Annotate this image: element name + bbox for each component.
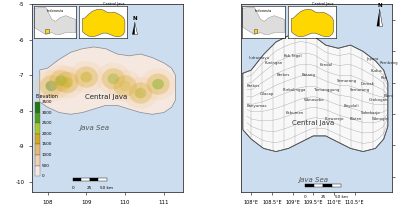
Text: Brebes: Brebes (277, 73, 290, 77)
Text: Kendal: Kendal (320, 63, 333, 67)
Circle shape (108, 70, 142, 102)
Text: Java Sea: Java Sea (79, 126, 109, 131)
Text: Boyolali: Boyolali (344, 105, 359, 109)
Circle shape (40, 75, 63, 97)
Text: Kab.Tegal: Kab.Tegal (284, 54, 303, 58)
Text: 1000: 1000 (42, 153, 52, 157)
Text: Demak: Demak (361, 82, 375, 86)
Bar (35, 166, 40, 176)
Text: Kuningan: Kuningan (265, 61, 283, 65)
Text: Cilacap: Cilacap (260, 92, 274, 96)
Text: Purworejo: Purworejo (325, 117, 344, 121)
Bar (35, 102, 40, 112)
Bar (332, 184, 342, 187)
Text: N: N (132, 16, 137, 21)
Circle shape (55, 72, 78, 93)
Circle shape (119, 81, 131, 91)
Circle shape (50, 70, 73, 91)
Circle shape (50, 67, 84, 98)
Circle shape (34, 70, 69, 102)
Text: 25: 25 (320, 195, 326, 199)
Text: Central Java: Central Java (84, 93, 127, 100)
Text: 0: 0 (42, 174, 44, 178)
Text: Elevation: Elevation (35, 94, 58, 99)
Circle shape (114, 75, 137, 97)
Text: Central Java: Central Java (292, 120, 334, 126)
Bar (35, 134, 40, 144)
Text: Batang: Batang (301, 73, 315, 77)
Polygon shape (40, 47, 176, 114)
Circle shape (108, 74, 119, 84)
Bar (81, 178, 90, 181)
Text: Semarang: Semarang (337, 79, 357, 84)
Text: Purbalingga: Purbalingga (283, 88, 306, 92)
Text: 0: 0 (304, 195, 306, 199)
Polygon shape (132, 22, 135, 34)
Text: Blora: Blora (384, 94, 394, 99)
Text: Semarang: Semarang (350, 88, 370, 92)
Bar (90, 178, 98, 181)
Circle shape (75, 67, 98, 88)
Polygon shape (135, 22, 138, 34)
Bar (35, 123, 40, 134)
Circle shape (102, 68, 125, 90)
Polygon shape (377, 9, 380, 26)
Text: Pati: Pati (381, 76, 388, 80)
Text: 1500: 1500 (42, 142, 52, 147)
Circle shape (69, 61, 104, 93)
Text: 50 km: 50 km (335, 195, 348, 199)
Bar (305, 184, 314, 187)
Text: 3500: 3500 (42, 100, 52, 104)
Text: Temanggung: Temanggung (314, 88, 339, 92)
Text: 2000: 2000 (42, 132, 52, 136)
Circle shape (129, 82, 152, 104)
Circle shape (135, 88, 146, 98)
Text: Banyumas: Banyumas (247, 105, 268, 109)
Text: Java Sea: Java Sea (298, 177, 328, 183)
Bar (314, 184, 323, 187)
Text: Brebes: Brebes (246, 84, 260, 88)
Circle shape (61, 77, 73, 88)
Bar (35, 144, 40, 155)
Text: Rembang: Rembang (379, 61, 398, 65)
Bar (323, 184, 332, 187)
Text: Klaten: Klaten (349, 117, 362, 121)
Polygon shape (380, 9, 382, 26)
Text: 25: 25 (87, 186, 92, 190)
Text: Wonogiri: Wonogiri (372, 117, 389, 121)
Circle shape (152, 79, 164, 90)
Text: 500: 500 (42, 164, 50, 168)
Circle shape (140, 68, 176, 100)
Text: Grobogan: Grobogan (369, 98, 388, 102)
Text: Sukoharjo: Sukoharjo (360, 111, 380, 115)
Polygon shape (243, 33, 388, 152)
Circle shape (44, 65, 78, 97)
Bar (98, 178, 107, 181)
Text: 50 km: 50 km (100, 186, 113, 190)
Circle shape (46, 81, 57, 91)
Circle shape (80, 72, 92, 82)
Circle shape (146, 74, 170, 95)
Circle shape (123, 77, 158, 109)
Text: Wonosobo: Wonosobo (304, 98, 324, 102)
Text: Indramayu: Indramayu (249, 56, 270, 60)
Text: 2500: 2500 (42, 121, 52, 125)
Text: 3000: 3000 (42, 110, 52, 114)
Circle shape (55, 75, 67, 86)
Bar (73, 178, 81, 181)
Text: Kebumen: Kebumen (286, 111, 304, 115)
Circle shape (96, 63, 131, 95)
Text: N: N (377, 3, 382, 8)
Text: Kudus: Kudus (370, 69, 382, 73)
Bar (35, 155, 40, 166)
Text: Jepara: Jepara (366, 57, 378, 61)
Bar (35, 112, 40, 123)
Text: 0: 0 (72, 186, 74, 190)
